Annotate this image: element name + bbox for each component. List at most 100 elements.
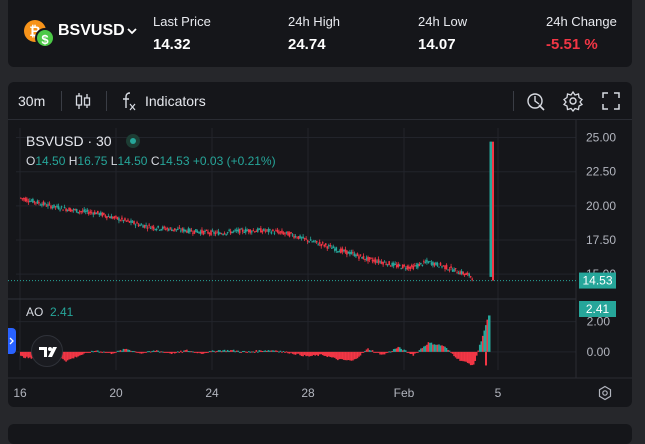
ao-bar	[317, 351, 320, 356]
ao-bar	[172, 351, 175, 353]
candle	[285, 231, 288, 233]
settings-gear-icon[interactable]	[562, 90, 584, 112]
candle	[139, 224, 141, 226]
candle	[332, 246, 335, 249]
ao-bar	[169, 351, 172, 354]
candle	[72, 209, 75, 211]
candle	[370, 257, 372, 259]
candle	[158, 229, 161, 231]
ao-bar	[297, 351, 300, 354]
candle	[441, 266, 443, 268]
candle	[202, 230, 205, 235]
candle	[68, 207, 70, 212]
chevron-down-icon[interactable]	[127, 26, 137, 36]
candle	[78, 211, 81, 213]
candle	[145, 225, 147, 227]
ao-bar	[213, 350, 215, 352]
ao-indicator-label[interactable]: AO	[26, 305, 44, 319]
ao-bar	[205, 351, 208, 353]
last-price-badge-label: 14.53	[582, 274, 612, 288]
candle	[140, 224, 143, 226]
ao-bar	[462, 351, 464, 362]
ohlc-low-label: L	[110, 154, 118, 168]
indicators-button[interactable]: Indicators	[145, 93, 206, 109]
fullscreen-icon[interactable]	[600, 90, 622, 112]
ao-bar	[374, 351, 377, 353]
ao-bar	[321, 351, 324, 356]
ao-bar	[217, 350, 220, 352]
candle	[294, 235, 297, 237]
price-chart[interactable]: 25.0022.5020.0017.5015.002.000.0014.532.…	[8, 120, 632, 407]
candle	[349, 251, 351, 255]
ao-bar	[403, 349, 406, 352]
candle	[371, 259, 374, 262]
symbol-selector[interactable]: BSVUSD	[58, 22, 125, 39]
ao-bar	[475, 351, 478, 356]
ao-bar	[327, 351, 330, 357]
candle	[181, 228, 184, 231]
ao-bar	[258, 350, 261, 352]
ao-bar	[137, 351, 140, 353]
candle	[445, 264, 448, 270]
ao-bar	[133, 351, 135, 353]
ao-bar	[386, 351, 389, 353]
sidebar-toggle[interactable]	[8, 328, 16, 354]
candle	[388, 261, 390, 265]
interval-button[interactable]: 30m	[18, 93, 46, 109]
ao-bar	[21, 351, 24, 357]
ao-bar	[118, 350, 120, 352]
stat-value: -5.51 %	[546, 36, 598, 53]
candlestick-icon[interactable]	[72, 90, 94, 112]
candle	[216, 231, 218, 233]
ao-bar	[65, 351, 67, 362]
ao-bar	[106, 351, 108, 353]
ao-value-badge-label: 2.41	[586, 302, 610, 316]
ao-bar	[125, 348, 128, 352]
ao-bar	[161, 351, 164, 353]
tradingview-logo[interactable]	[31, 335, 63, 367]
ao-bar	[180, 350, 182, 352]
ao-bar	[275, 350, 277, 352]
candle	[397, 263, 400, 267]
candle	[214, 232, 217, 235]
ao-bar	[300, 351, 303, 357]
candle	[420, 262, 422, 264]
candle	[220, 233, 223, 235]
candle	[327, 245, 330, 247]
ao-bar	[350, 351, 353, 361]
candle	[164, 228, 167, 230]
candle	[146, 227, 149, 229]
candle	[39, 204, 42, 206]
ao-bar	[395, 348, 398, 352]
ao-bar	[309, 351, 312, 357]
candle	[33, 201, 36, 203]
replay-icon[interactable]	[525, 90, 547, 112]
ao-bar	[320, 351, 323, 355]
ao-bar	[29, 351, 31, 358]
ao-bar	[100, 351, 102, 353]
candle	[258, 228, 261, 230]
ao-bar	[72, 351, 75, 359]
ao-bar	[474, 351, 477, 361]
candle	[131, 221, 134, 223]
legend-symbol-title[interactable]: BSVUSD · 30	[26, 133, 112, 149]
candle	[100, 212, 102, 215]
ao-bar	[81, 351, 84, 355]
time-axis-tick-label: Feb	[394, 386, 415, 400]
ao-bar	[392, 349, 395, 352]
ao-bar	[87, 351, 90, 353]
ao-bar	[142, 351, 144, 354]
chart-settings-icon[interactable]	[597, 385, 613, 401]
candle	[116, 216, 119, 220]
ao-bar	[193, 351, 196, 353]
ao-bar	[264, 350, 267, 352]
ao-bar	[278, 351, 280, 353]
ao-bar	[441, 345, 443, 352]
ao-bar	[231, 350, 233, 352]
ao-indicator-value: 2.41	[50, 305, 74, 319]
function-icon[interactable]	[118, 90, 140, 112]
candle	[237, 229, 239, 232]
candle	[377, 259, 380, 263]
ao-bar	[157, 350, 159, 352]
ao-bar	[326, 351, 329, 358]
